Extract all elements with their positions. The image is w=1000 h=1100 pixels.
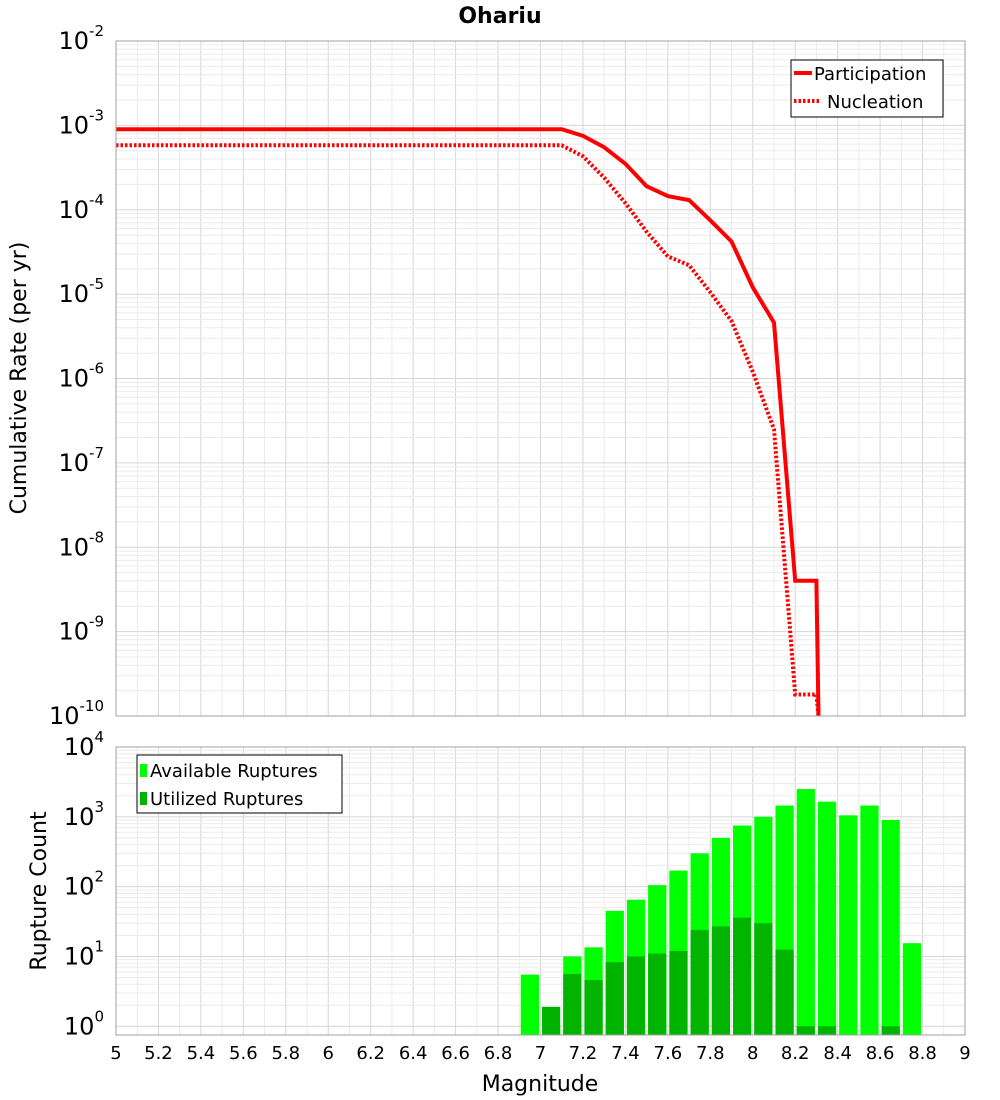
available-rupture-bar	[881, 820, 900, 1035]
x-axis-label: Magnitude	[482, 1072, 599, 1097]
available-rupture-bar	[839, 815, 858, 1035]
available-rupture-bar	[860, 805, 879, 1035]
nucleation-legend-label: Nucleation	[827, 92, 923, 113]
count-y-tick-label: 101	[64, 937, 104, 970]
x-tick-label: 7.8	[696, 1043, 725, 1064]
rate-plot-grid	[115, 41, 966, 717]
x-tick-label: 8.6	[866, 1043, 895, 1064]
rate-legend-box	[790, 59, 944, 118]
rate-y-tick-label: 10-3	[58, 106, 104, 139]
rate-y-tick-label: 10-8	[58, 528, 104, 561]
x-tick-label: 5.8	[271, 1043, 300, 1064]
utilized-rupture-bar	[775, 949, 794, 1035]
utilized-rupture-bar	[796, 1026, 815, 1035]
rate-y-tick-label: 10-9	[58, 613, 104, 646]
utilized-rupture-bar	[648, 953, 667, 1035]
count-y-tick-labels: 104 103 102 101 100	[64, 728, 104, 1040]
rate-y-tick-label: 10-2	[58, 22, 104, 55]
utilized-rupture-bar	[711, 926, 731, 1035]
x-tick-label: 7.2	[569, 1043, 598, 1064]
x-tick-label: 8.2	[781, 1043, 810, 1064]
available-rupture-bar	[902, 943, 922, 1035]
x-tick-labels: 5 5.2 5.4 5.6 5.8 6 6.2 6.4 6.6 6.8 7 7.2 7.4 7.6 7.8 8…	[110, 1043, 970, 1064]
rate-y-axis-label: Cumulative Rate (per yr)	[7, 242, 32, 515]
count-y-tick-label: 102	[64, 868, 104, 901]
chart-title: Ohariu	[458, 4, 541, 29]
x-tick-label: 8.4	[823, 1043, 852, 1064]
x-tick-label: 9	[959, 1043, 970, 1064]
rate-curves	[116, 127, 821, 717]
rate-y-tick-label: 10-7	[58, 444, 104, 477]
utilized-rupture-bar	[542, 1006, 561, 1035]
count-legend: Available Ruptures Utilized Ruptures	[136, 754, 343, 814]
available-legend-swatch	[140, 764, 147, 777]
x-tick-label: 6.2	[356, 1043, 385, 1064]
x-tick-label: 5	[110, 1043, 121, 1064]
x-tick-label: 6	[323, 1043, 334, 1064]
x-tick-label: 6.4	[399, 1043, 428, 1064]
available-rupture-bar	[520, 974, 539, 1035]
utilized-rupture-bar	[626, 956, 646, 1035]
count-legend-box	[136, 754, 343, 814]
x-tick-label: 5.6	[229, 1043, 258, 1064]
count-plot-frame	[115, 746, 966, 1036]
utilized-rupture-bar	[690, 929, 709, 1035]
x-tick-label: 8.8	[908, 1043, 937, 1064]
rate-y-tick-labels: 10-2 10-3 10-4 10-5 10-6 10-7 10-8 10-9 10-10	[49, 22, 104, 730]
x-tick-label: 5.2	[144, 1043, 173, 1064]
rate-y-tick-label: 10-6	[58, 360, 104, 393]
count-y-tick-label: 104	[64, 728, 104, 761]
x-tick-label: 6.6	[441, 1043, 470, 1064]
x-tick-label: 7	[535, 1043, 546, 1064]
count-y-tick-label: 103	[64, 798, 104, 831]
rate-legend: Participation Nucleation	[790, 59, 944, 118]
utilized-rupture-bar	[881, 1026, 900, 1035]
count-y-axis-label: Rupture Count	[27, 811, 52, 971]
x-tick-label: 5.4	[187, 1043, 216, 1064]
utilized-rupture-bar	[817, 1026, 837, 1035]
utilized-rupture-bar	[754, 923, 773, 1035]
x-tick-label: 8	[747, 1043, 758, 1064]
count-y-tick-label: 100	[64, 1007, 104, 1040]
utilized-rupture-bar	[733, 917, 752, 1035]
utilized-rupture-bar	[605, 962, 624, 1035]
nucleation-rate-line	[116, 143, 821, 717]
utilized-legend-swatch	[140, 792, 147, 805]
utilized-rupture-bar	[563, 974, 582, 1035]
available-rupture-bar	[796, 789, 815, 1035]
x-tick-label: 6.8	[484, 1043, 513, 1064]
x-tick-label: 7.4	[611, 1043, 640, 1064]
rate-y-tick-label: 10-5	[58, 275, 104, 308]
participation-rate-line	[116, 127, 821, 717]
utilized-rupture-bar	[584, 980, 603, 1035]
x-tick-label: 7.6	[654, 1043, 683, 1064]
available-rupture-bar	[817, 801, 837, 1035]
utilized-rupture-bar	[669, 950, 688, 1035]
utilized-legend-label: Utilized Ruptures	[150, 789, 303, 810]
rate-y-tick-label: 10-4	[58, 191, 104, 224]
rupture-count-bars	[520, 789, 922, 1035]
available-legend-label: Available Ruptures	[150, 761, 318, 782]
rate-plot-frame	[115, 40, 966, 717]
rate-y-tick-label: 10-10	[49, 697, 104, 730]
participation-legend-label: Participation	[814, 64, 926, 85]
